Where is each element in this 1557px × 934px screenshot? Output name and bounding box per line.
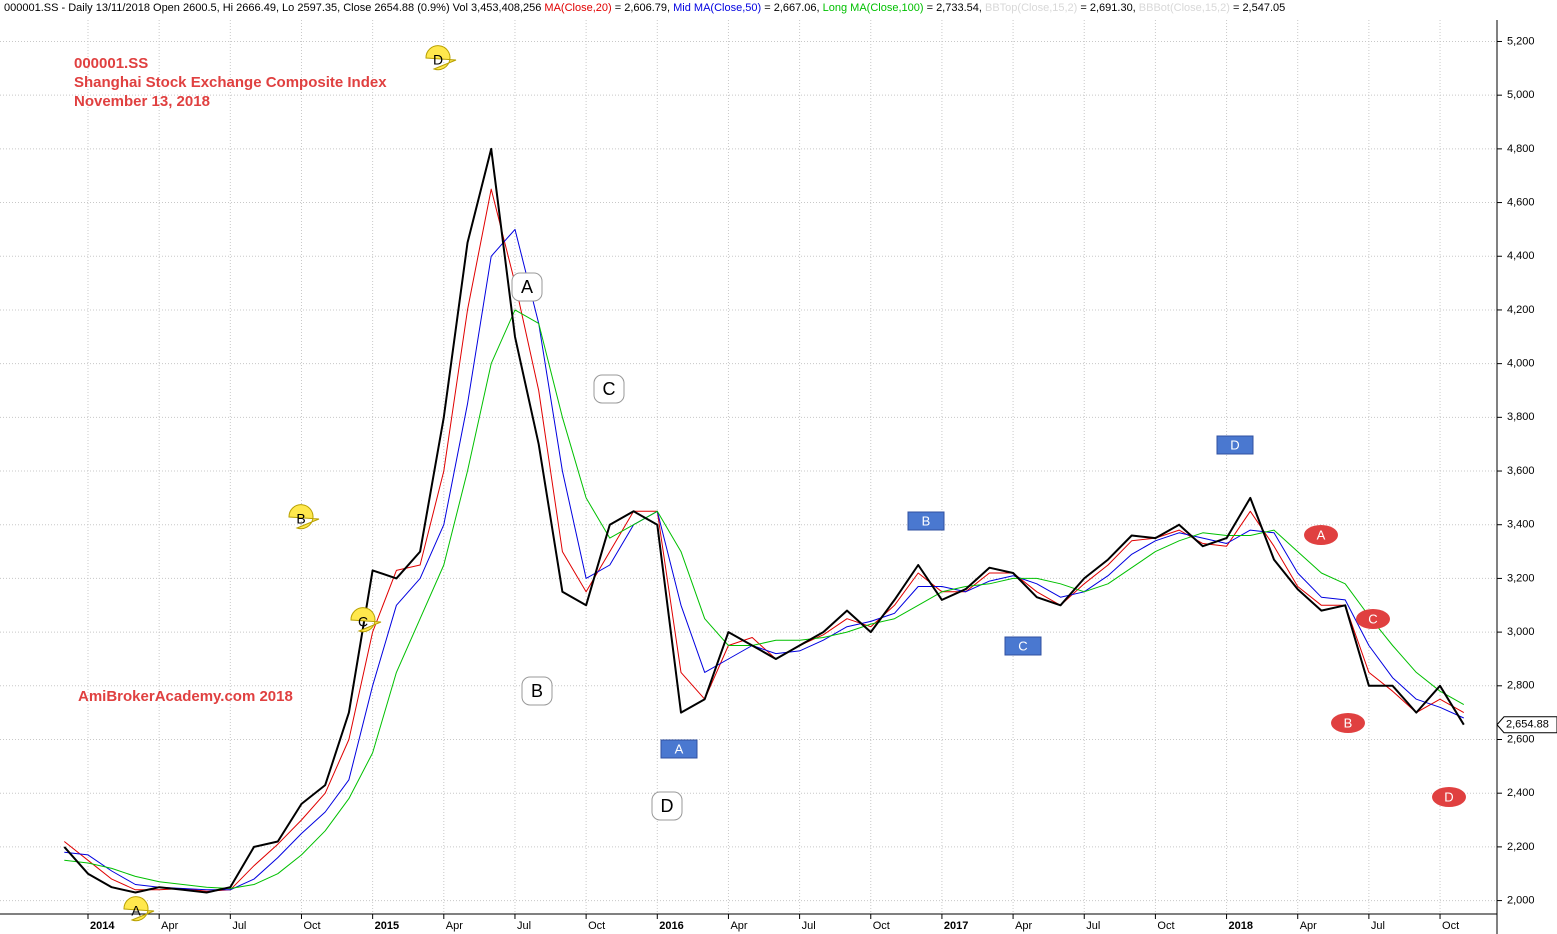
- wave-label: A: [131, 903, 141, 919]
- header-part: = 2,667.06,: [761, 2, 822, 14]
- x-tick-label: 2017: [944, 920, 968, 932]
- x-tick-label: Apr: [1015, 920, 1032, 932]
- y-tick-label: 3,600: [1507, 465, 1535, 477]
- y-tick-label: 5,000: [1507, 89, 1535, 101]
- header-part: BBBot(Close,15,2): [1139, 2, 1230, 14]
- header-part: BBTop(Close,15,2): [985, 2, 1077, 14]
- x-tick-label: Oct: [1442, 920, 1459, 932]
- x-tick-label: Oct: [1157, 920, 1174, 932]
- x-tick-label: Apr: [1300, 920, 1317, 932]
- x-tick-label: Oct: [303, 920, 320, 932]
- y-tick-label: 3,800: [1507, 411, 1535, 423]
- x-tick-label: Apr: [446, 920, 463, 932]
- wave-label: B: [531, 681, 543, 701]
- wave-marker: [651, 791, 683, 821]
- wave-label: B: [1344, 715, 1353, 730]
- x-tick-label: Apr: [730, 920, 747, 932]
- y-tick-label: 2,800: [1507, 680, 1535, 692]
- wave-label: D: [1444, 789, 1453, 804]
- header-part: 000001.SS - Daily 13/11/2018 Open 2600.5…: [4, 2, 544, 14]
- x-tick-label: Oct: [588, 920, 605, 932]
- wave-marker: [1356, 609, 1390, 629]
- x-tick-label: 2016: [659, 920, 683, 932]
- y-tick-label: 4,400: [1507, 250, 1535, 262]
- wave-marker: [1304, 525, 1338, 545]
- wave-label: B: [296, 511, 305, 527]
- y-tick-label: 3,400: [1507, 519, 1535, 531]
- y-tick-label: 4,200: [1507, 304, 1535, 316]
- header-part: = 2,691.30,: [1077, 2, 1138, 14]
- x-tick-label: 2018: [1229, 920, 1253, 932]
- wave-marker: [511, 272, 543, 302]
- wave-marker: [593, 374, 625, 404]
- x-tick-label: Jul: [1371, 920, 1385, 932]
- series-line: [64, 228, 1465, 891]
- x-tick-label: Oct: [873, 920, 890, 932]
- header-part: MA(Close,20): [544, 2, 611, 14]
- wave-label: B: [922, 513, 931, 528]
- wave-marker: [288, 504, 320, 530]
- series-line: [64, 309, 1465, 889]
- wave-label: D: [433, 52, 443, 68]
- watermark: AmiBrokerAcademy.com 2018: [78, 688, 293, 705]
- series-line: [63, 147, 1465, 894]
- header-part: Mid MA(Close,50): [673, 2, 761, 14]
- wave-label: A: [521, 277, 533, 297]
- y-tick-label: 4,600: [1507, 196, 1535, 208]
- y-tick-label: 2,600: [1507, 733, 1535, 745]
- x-tick-label: 2015: [375, 920, 399, 932]
- wave-marker: [521, 676, 553, 706]
- chart-title: 000001.SS: [74, 55, 148, 72]
- x-tick-label: Jul: [517, 920, 531, 932]
- x-tick-label: 2014: [90, 920, 115, 932]
- y-tick-label: 4,000: [1507, 358, 1535, 370]
- header-part: = 2,547.05: [1230, 2, 1285, 14]
- y-tick-label: 4,800: [1507, 143, 1535, 155]
- wave-label: C: [603, 379, 616, 399]
- wave-marker: [1331, 713, 1365, 733]
- x-tick-label: Apr: [161, 920, 178, 932]
- x-tick-label: Jul: [1086, 920, 1100, 932]
- chart-title: November 13, 2018: [74, 93, 210, 110]
- last-price-label: 2,654.88: [1506, 719, 1549, 731]
- y-tick-label: 2,400: [1507, 787, 1535, 799]
- wave-marker: [1432, 787, 1466, 807]
- x-tick-label: Jul: [232, 920, 246, 932]
- header-part: = 2,733.54,: [924, 2, 985, 14]
- wave-marker: [350, 607, 382, 633]
- last-price-tag: [1496, 716, 1557, 734]
- wave-label: A: [1317, 527, 1326, 542]
- wave-label: A: [675, 741, 684, 756]
- wave-marker: [660, 739, 698, 759]
- wave-marker: [425, 45, 457, 71]
- wave-marker: [1004, 636, 1042, 656]
- series-line: [63, 188, 1465, 892]
- y-tick-label: 3,200: [1507, 572, 1535, 584]
- wave-label: D: [661, 796, 674, 816]
- wave-marker: [907, 511, 945, 531]
- header-part: Long MA(Close,100): [823, 2, 924, 14]
- wave-marker: [123, 896, 155, 922]
- wave-label: D: [1230, 437, 1239, 452]
- wave-marker: [1216, 435, 1254, 455]
- wave-label: C: [1018, 638, 1027, 653]
- header: 000001.SS - Daily 13/11/2018 Open 2600.5…: [4, 2, 1285, 14]
- wave-label: C: [1368, 611, 1377, 626]
- y-tick-label: 3,000: [1507, 626, 1535, 638]
- header-part: = 2,606.79,: [612, 2, 673, 14]
- x-tick-label: Jul: [802, 920, 816, 932]
- y-tick-label: 2,200: [1507, 841, 1535, 853]
- wave-label: C: [358, 614, 368, 630]
- y-tick-label: 5,200: [1507, 35, 1535, 47]
- y-tick-label: 2,000: [1507, 894, 1535, 906]
- chart-title: Shanghai Stock Exchange Composite Index: [74, 74, 387, 91]
